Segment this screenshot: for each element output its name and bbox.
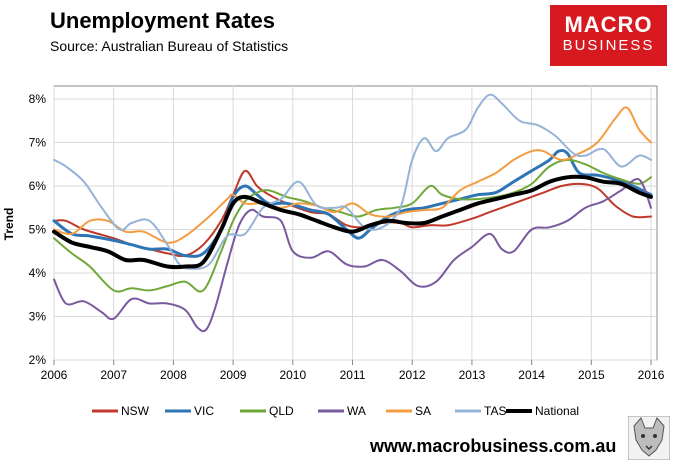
series-line-nsw [53, 169, 652, 258]
logo-line-1: MACRO [564, 12, 653, 37]
y-tick-label: 5% [29, 223, 47, 237]
y-tick-label: 4% [29, 266, 47, 280]
y-tick-label: 6% [29, 179, 47, 193]
x-tick-label: 2009 [220, 368, 247, 382]
legend-label-nsw: NSW [121, 404, 150, 418]
chart-subtitle: Source: Australian Bureau of Statistics [50, 38, 289, 54]
x-tick-label: 2012 [399, 368, 426, 382]
x-tick-label: 2008 [160, 368, 187, 382]
y-tick-label: 8% [29, 92, 47, 106]
x-tick-label: 2010 [279, 368, 306, 382]
y-tick-label: 3% [29, 310, 47, 324]
legend-label-tas: TAS [484, 404, 506, 418]
legend-label-vic: VIC [194, 404, 214, 418]
macrobusiness-logo: MACRO BUSINESS [550, 5, 667, 66]
x-tick-label: 2016 [638, 368, 665, 382]
x-tick-label: 2007 [100, 368, 127, 382]
x-axis-ticks: 2006 2007 2008 2009 2010 2011 2012 2013 2014 2015… [41, 360, 665, 382]
wolf-icon [628, 416, 670, 460]
x-tick-label: 2014 [518, 368, 545, 382]
x-tick-label: 2006 [41, 368, 68, 382]
legend-label-wa: WA [347, 404, 366, 418]
unemployment-chart: 2%3%4%5%6%7%8% 2006 2007 2008 2009 2010 2011 2… [2, 85, 665, 418]
x-tick-label: 2015 [578, 368, 605, 382]
x-tick-label: 2013 [459, 368, 486, 382]
series-line-vic [52, 149, 653, 258]
y-axis-ticks: 2% 3% 4% 5% 6% 7% 8% [29, 92, 47, 367]
legend-label-national: National [535, 404, 579, 418]
x-tick-label: 2011 [340, 368, 366, 382]
legend-label-qld: QLD [269, 404, 294, 418]
legend: NSW VIC QLD WA SA TAS National [92, 404, 579, 418]
chart-title: Unemployment Rates [50, 8, 275, 33]
y-tick-label: 2% [29, 353, 47, 367]
y-tick-label: 7% [29, 136, 47, 150]
series-lines [52, 93, 653, 333]
y-axis-label: Trend [2, 208, 16, 241]
series-line-qld [53, 158, 652, 293]
website-url[interactable]: www.macrobusiness.com.au [370, 436, 617, 456]
legend-label-sa: SA [415, 404, 431, 418]
series-line-national [52, 174, 653, 270]
plot-area [53, 85, 658, 361]
series-line-wa [53, 178, 652, 333]
logo-line-2: BUSINESS [562, 37, 655, 54]
